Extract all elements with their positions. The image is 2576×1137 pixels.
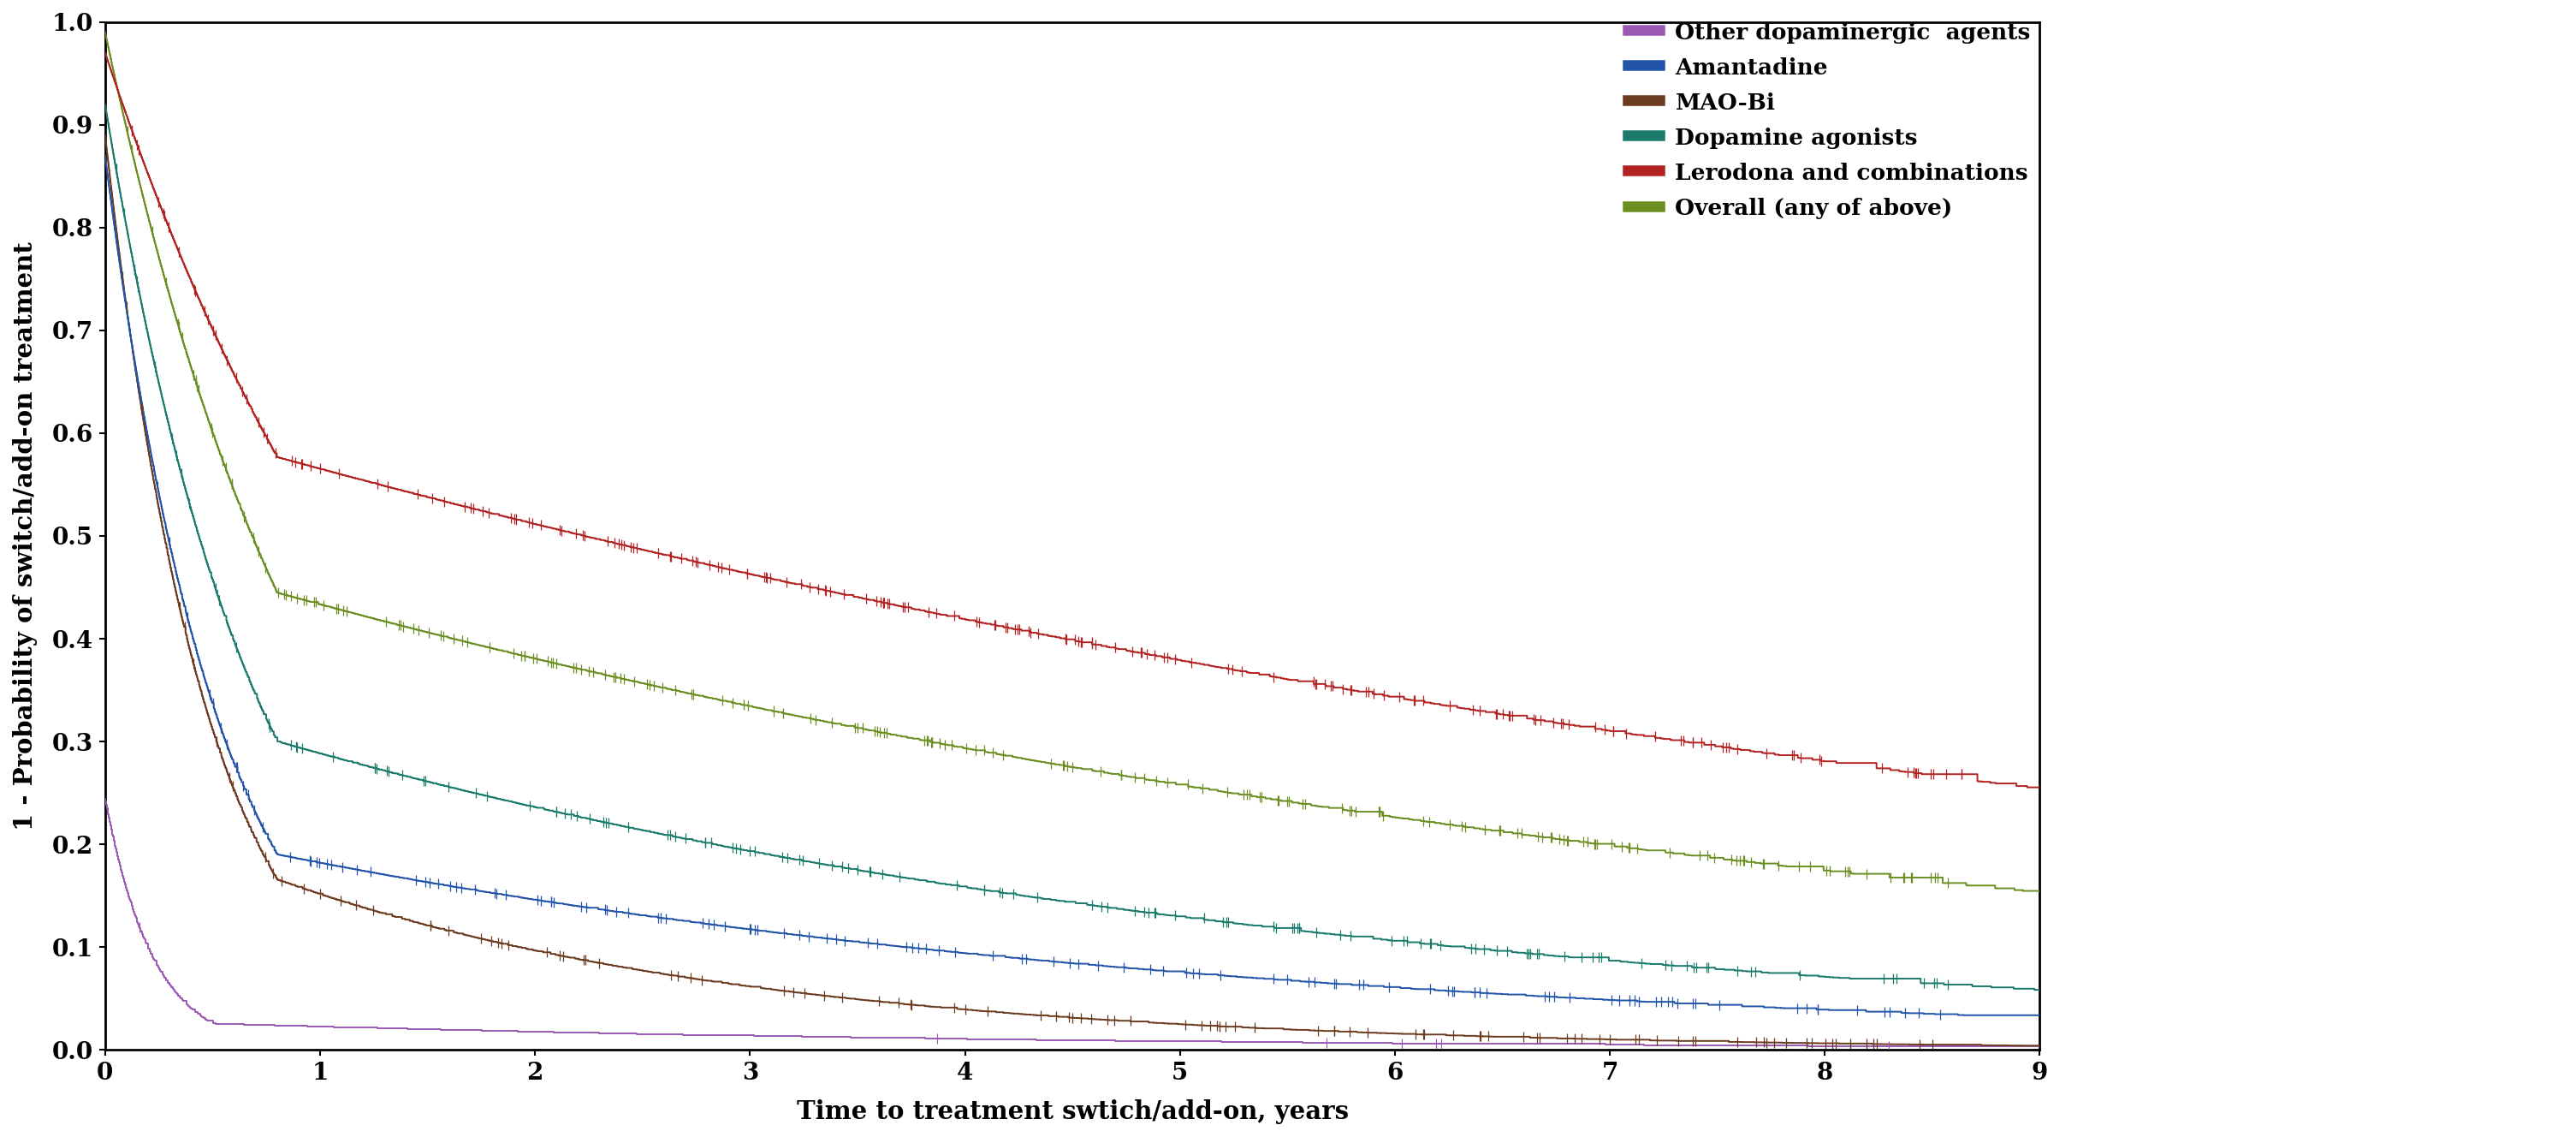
Y-axis label: 1 - Probability of switch/add-on treatment: 1 - Probability of switch/add-on treatme… <box>13 241 39 830</box>
Legend: Other dopaminergic  agents, Amantadine, MAO-Bi, Dopamine agonists, Lerodona and : Other dopaminergic agents, Amantadine, M… <box>1618 11 2040 229</box>
X-axis label: Time to treatment swtich/add-on, years: Time to treatment swtich/add-on, years <box>796 1099 1347 1124</box>
